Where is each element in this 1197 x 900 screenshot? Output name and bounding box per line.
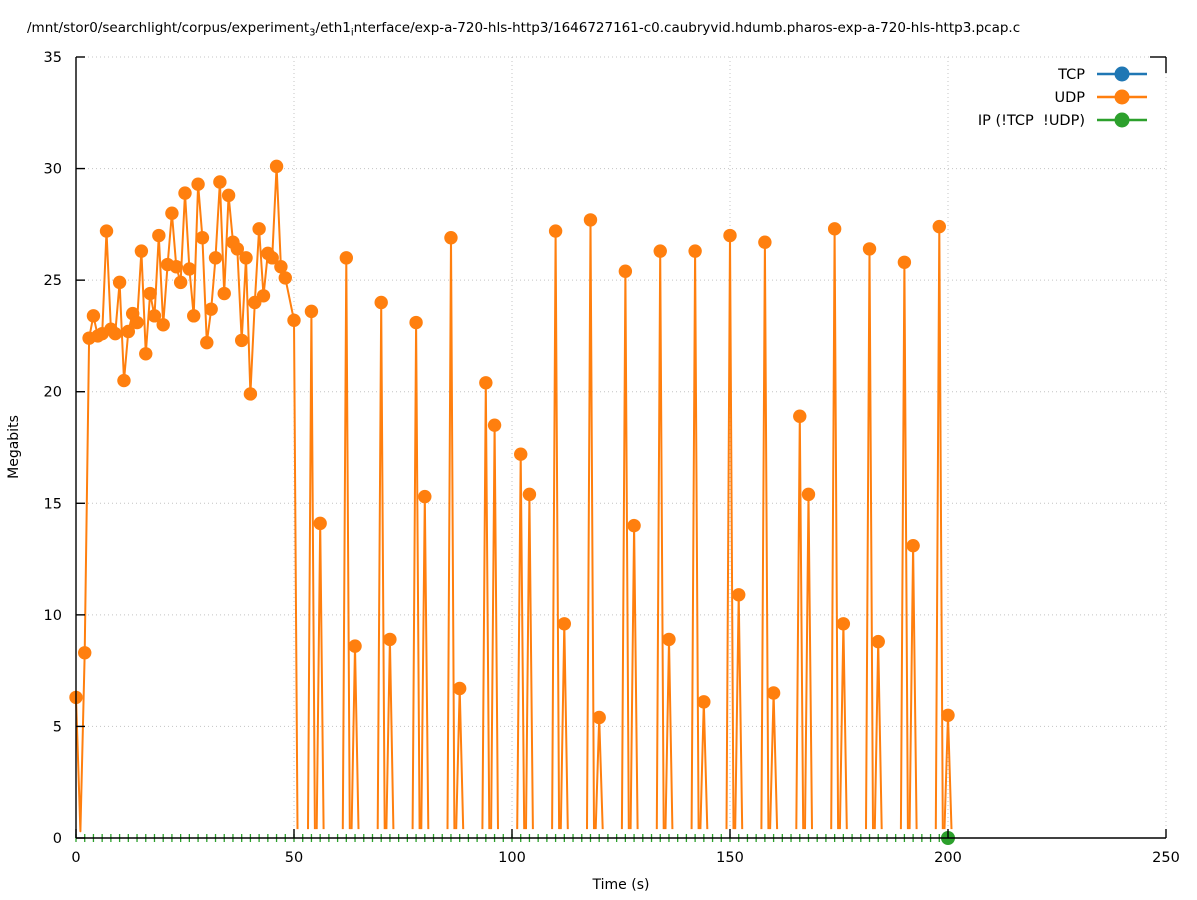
axes (75, 56, 1167, 839)
svg-text:35: 35 (44, 50, 62, 66)
x-axis-label: Time (s) (592, 877, 650, 893)
legend: TCP UDP IP (!TCP !UDP) (978, 66, 1147, 129)
grid (76, 56, 1167, 838)
svg-text:0: 0 (71, 850, 80, 866)
legend-label-ip: IP (!TCP !UDP) (978, 113, 1085, 129)
svg-text:20: 20 (44, 385, 62, 401)
title-part-3: nterface/exp-a-720-hls-http3/1646727161-… (353, 20, 1021, 36)
svg-text:30: 30 (44, 162, 62, 178)
legend-dot-tcp (1114, 66, 1130, 82)
legend-label-tcp: TCP (1057, 67, 1085, 83)
svg-text:0: 0 (53, 831, 62, 847)
svg-text:25: 25 (44, 273, 62, 289)
legend-entry-tcp: TCP (1057, 66, 1147, 83)
legend-label-udp: UDP (1054, 90, 1085, 106)
svg-text:10: 10 (44, 608, 62, 624)
svg-text:250: 250 (1152, 850, 1180, 866)
legend-entry-udp: UDP (1054, 89, 1147, 106)
svg-text:15: 15 (44, 496, 62, 512)
svg-text:100: 100 (498, 850, 526, 866)
title-subscript-i: i (350, 27, 354, 39)
title-subscript-3: 3 (309, 27, 316, 39)
legend-entry-ip: IP (!TCP !UDP) (978, 112, 1147, 129)
svg-text:5: 5 (53, 719, 62, 735)
svg-text:150: 150 (716, 850, 744, 866)
y-axis-label: Megabits (6, 415, 22, 479)
title-part-2: /eth1 (315, 20, 351, 36)
svg-text:50: 50 (285, 850, 303, 866)
legend-dot-udp (1114, 89, 1130, 105)
legend-dot-ip (1114, 112, 1130, 128)
udp-series (69, 159, 955, 833)
title-part-1: /mnt/stor0/searchlight/corpus/experiment (27, 20, 310, 36)
svg-text:200: 200 (934, 850, 962, 866)
chart-title: /mnt/stor0/searchlight/corpus/experiment… (27, 20, 1020, 39)
axis-tick-labels: 0 5 10 15 20 25 30 35 0 50 100 150 200 250 (44, 50, 1180, 866)
